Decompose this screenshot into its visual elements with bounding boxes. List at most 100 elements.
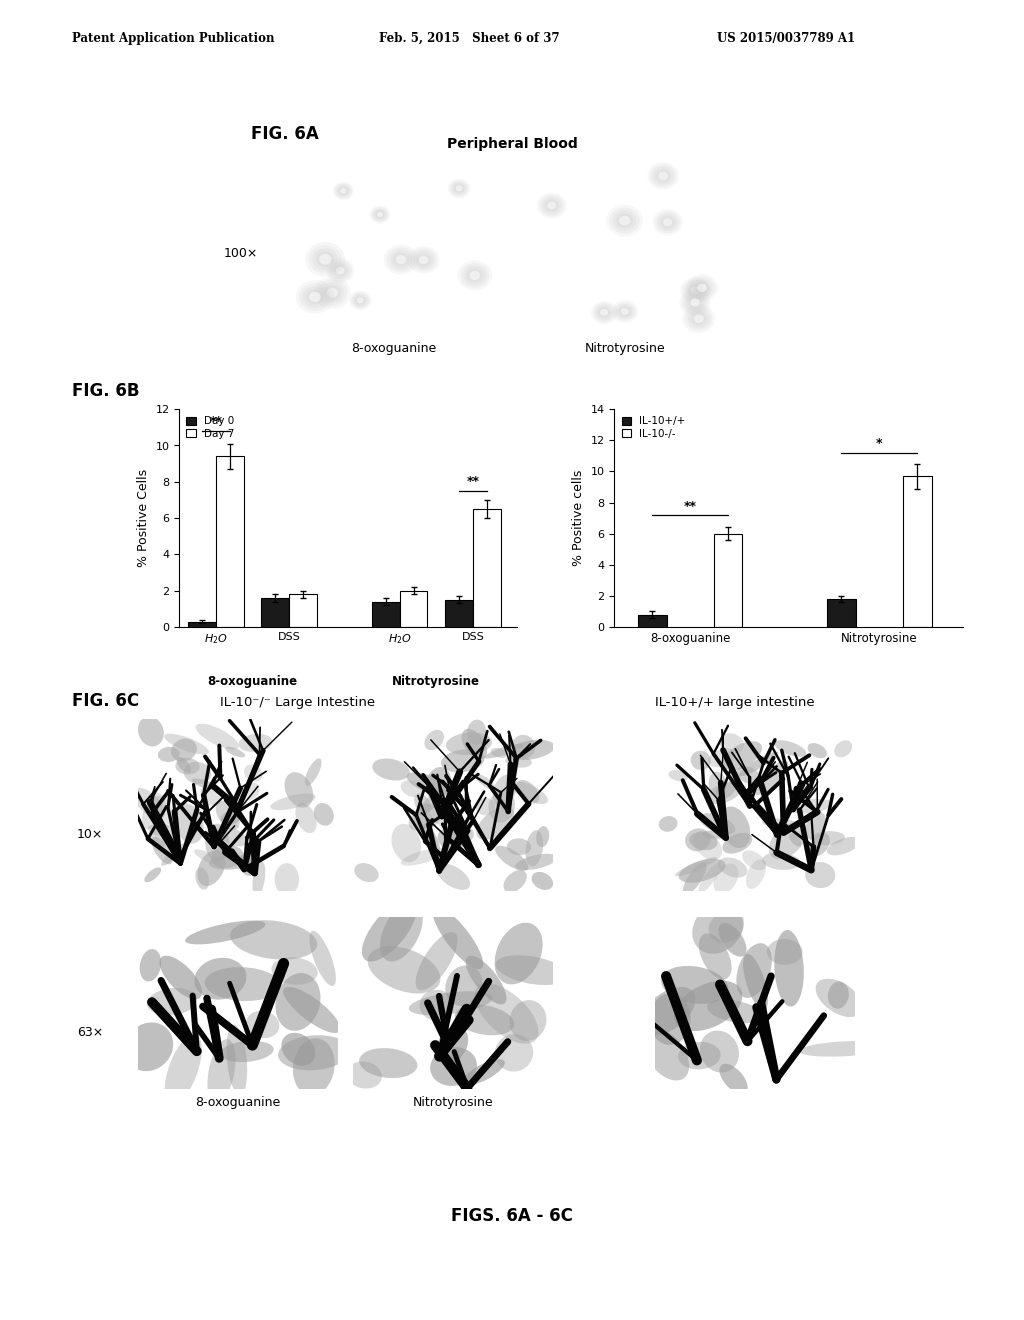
Ellipse shape [774, 931, 804, 1007]
Text: **: ** [684, 500, 696, 512]
Ellipse shape [436, 1027, 468, 1064]
Circle shape [682, 305, 715, 333]
Circle shape [305, 242, 345, 277]
Circle shape [618, 306, 631, 317]
Circle shape [616, 304, 634, 319]
Ellipse shape [743, 954, 768, 1011]
Ellipse shape [639, 987, 695, 1036]
Circle shape [324, 285, 341, 300]
Ellipse shape [669, 770, 688, 781]
Text: 8-oxoguanine: 8-oxoguanine [351, 342, 437, 355]
Circle shape [612, 300, 638, 323]
Circle shape [352, 294, 368, 308]
Ellipse shape [380, 903, 423, 961]
Ellipse shape [720, 807, 751, 847]
Circle shape [416, 253, 431, 267]
Circle shape [340, 189, 346, 194]
Ellipse shape [271, 957, 317, 985]
Ellipse shape [433, 907, 483, 969]
Ellipse shape [295, 803, 316, 833]
Circle shape [623, 219, 627, 223]
Ellipse shape [361, 899, 417, 961]
Circle shape [319, 253, 331, 264]
Ellipse shape [738, 751, 778, 776]
Text: Nitrotyrosine: Nitrotyrosine [392, 675, 480, 688]
Circle shape [356, 297, 365, 304]
Circle shape [399, 257, 403, 261]
Circle shape [326, 259, 354, 282]
Bar [445, 599, 473, 627]
Bar [188, 622, 216, 627]
Ellipse shape [282, 1032, 315, 1065]
Ellipse shape [774, 741, 806, 756]
Circle shape [327, 288, 338, 297]
Circle shape [324, 257, 328, 261]
Ellipse shape [683, 862, 707, 895]
Ellipse shape [354, 863, 379, 882]
Ellipse shape [643, 1028, 689, 1081]
Circle shape [338, 269, 342, 272]
Bar [399, 591, 427, 627]
Circle shape [306, 289, 324, 305]
Ellipse shape [835, 741, 852, 758]
Circle shape [378, 213, 382, 216]
Circle shape [680, 277, 710, 304]
Ellipse shape [674, 981, 742, 1031]
Ellipse shape [152, 837, 173, 865]
Circle shape [694, 314, 703, 323]
Text: 8-oxoguanine: 8-oxoguanine [208, 675, 298, 688]
Circle shape [606, 205, 643, 236]
Ellipse shape [810, 833, 830, 857]
Ellipse shape [220, 1041, 273, 1063]
Circle shape [693, 289, 697, 292]
Ellipse shape [220, 828, 247, 846]
Circle shape [419, 256, 428, 264]
Circle shape [612, 210, 637, 231]
Circle shape [319, 255, 331, 264]
Ellipse shape [762, 818, 800, 829]
Circle shape [685, 293, 706, 312]
Ellipse shape [714, 863, 738, 894]
Circle shape [336, 185, 350, 197]
Ellipse shape [139, 949, 161, 982]
Circle shape [455, 185, 463, 191]
Ellipse shape [414, 804, 440, 829]
Circle shape [666, 220, 670, 224]
Ellipse shape [400, 780, 422, 797]
Circle shape [696, 317, 700, 321]
Circle shape [331, 290, 335, 294]
Ellipse shape [147, 793, 173, 829]
Circle shape [457, 186, 461, 190]
Circle shape [664, 218, 673, 226]
Circle shape [377, 211, 383, 218]
Ellipse shape [493, 775, 516, 808]
Ellipse shape [649, 993, 690, 1045]
Ellipse shape [755, 760, 788, 795]
Circle shape [396, 255, 406, 264]
Ellipse shape [810, 832, 845, 845]
Ellipse shape [698, 863, 721, 894]
Text: 100×: 100× [223, 247, 258, 260]
Ellipse shape [246, 1011, 280, 1038]
Circle shape [600, 309, 608, 315]
Ellipse shape [436, 863, 470, 890]
Ellipse shape [346, 1061, 382, 1089]
Circle shape [373, 209, 387, 220]
Circle shape [338, 186, 349, 195]
Ellipse shape [239, 734, 272, 752]
Ellipse shape [808, 743, 827, 758]
Ellipse shape [745, 859, 766, 888]
Ellipse shape [537, 826, 549, 847]
Ellipse shape [195, 958, 247, 999]
Ellipse shape [216, 801, 240, 830]
Circle shape [690, 286, 699, 294]
Ellipse shape [466, 956, 507, 1005]
Circle shape [314, 277, 351, 309]
Circle shape [340, 187, 347, 194]
Ellipse shape [693, 832, 722, 861]
Ellipse shape [183, 762, 211, 784]
Bar [714, 533, 742, 627]
Ellipse shape [490, 748, 507, 758]
Text: 63×: 63× [77, 1026, 103, 1039]
Circle shape [537, 193, 566, 218]
